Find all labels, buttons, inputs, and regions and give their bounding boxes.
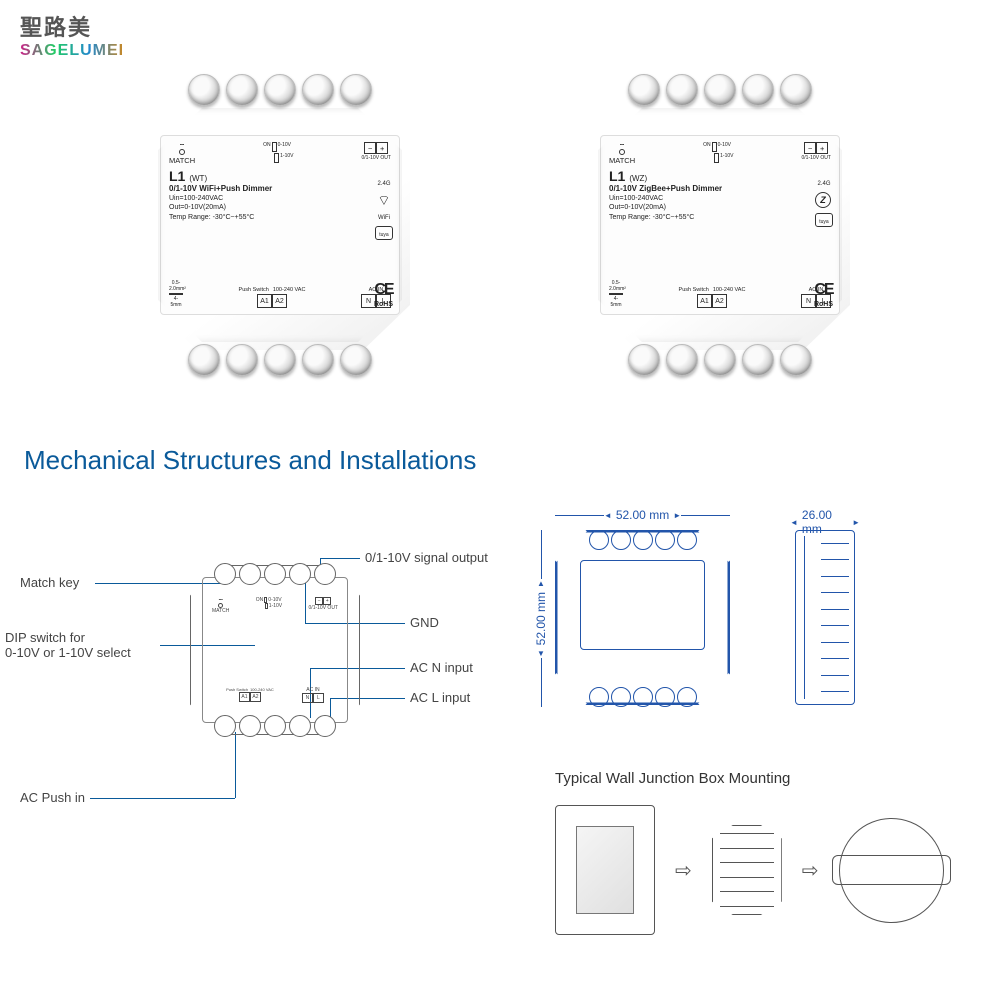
product-wt: ⎓ MATCH ON 0-10V 1-10V — [120, 80, 440, 370]
mounting-diagram: ⇨ ⇨ — [555, 805, 944, 935]
dim-height: 52.00 mm — [534, 588, 548, 649]
logo-en: SAGELUMEI — [20, 42, 124, 60]
junction-box-icon — [839, 818, 944, 923]
spec-temp: Temp Range: -30°C~+55°C — [169, 213, 391, 222]
label-panel: ⎓ MATCH ON 0-10V 1-10V — [160, 135, 400, 315]
label-panel: ⎓ MATCH ON0-10V 1-10V − + 0/1-10V OUT — [600, 135, 840, 315]
dip-on: ON — [263, 142, 271, 152]
out-plus: + — [376, 142, 388, 154]
mounting-title: Typical Wall Junction Box Mounting — [555, 770, 790, 787]
acin-label: AC IN — [369, 287, 384, 293]
terminal-l: L — [376, 294, 391, 308]
nl-terminals: N L — [361, 294, 391, 308]
tuya-icon: tuya — [375, 226, 393, 240]
dip-1-10v: 1-10V — [280, 153, 293, 163]
diagrams-section: Match key DIP switch for 0-10V or 1-10V … — [0, 475, 1000, 1000]
model-name: L1 — [609, 168, 625, 184]
wall-switch-icon — [555, 805, 655, 935]
ce-mark: CE — [374, 281, 392, 299]
rohs-mark: RoHS — [374, 301, 393, 308]
wireless-label: 2.4G — [375, 181, 393, 187]
brand-logo: 聖路美 SAGELUMEI — [20, 10, 124, 60]
terminal-a2: A2 — [272, 294, 287, 308]
wire-len: 4-5mm — [169, 296, 183, 308]
out-minus: − — [364, 142, 376, 154]
product-subtitle: 0/1-10V ZigBee+Push Dimmer — [609, 184, 831, 194]
device-body: ⎓ MATCH ON 0-10V 1-10V — [150, 100, 410, 350]
arrow-icon: ⇨ — [802, 858, 819, 883]
output-terminals-icon: − + — [804, 142, 828, 154]
match-label: MATCH — [169, 156, 195, 165]
dip-switch-icon: ON 0-10V 1-10V — [263, 142, 293, 163]
wifi-icon: ⌔ — [375, 192, 393, 210]
callout-gnd: GND — [410, 615, 439, 630]
output-terminals-icon: − + — [364, 142, 388, 154]
product-wz: ⎓ MATCH ON0-10V 1-10V − + 0/1-10V OUT — [560, 80, 880, 370]
product-subtitle: 0/1-10V WiFi+Push Dimmer — [169, 184, 391, 194]
wire-spec: 0.5-2.0mm² — [169, 280, 183, 292]
terminal-a1: A1 — [257, 294, 272, 308]
top-terminals — [188, 74, 372, 106]
wireframe-device: ⎓ MATCH ON0-10V 1-10V −+ 0/1-10V OUT Pus… — [190, 565, 360, 735]
model-variant: (WZ) — [629, 174, 647, 183]
device-side-icon — [712, 825, 782, 915]
match-button-icon: ⎓ MATCH — [609, 142, 635, 165]
terminal-n: N — [361, 294, 376, 308]
arrow-icon: ⇨ — [675, 858, 692, 883]
rohs-mark: RoHS — [814, 301, 833, 308]
product-row: ⎓ MATCH ON 0-10V 1-10V — [0, 80, 1000, 370]
zigbee-icon: Z — [815, 192, 831, 208]
front-view: ◄ 52.00 mm ► ▲ 52.00 mm ▼ — [555, 500, 730, 710]
model-name: L1 — [169, 168, 185, 184]
callout-diagram: Match key DIP switch for 0-10V or 1-10V … — [10, 510, 510, 830]
spec-uin: Uin=100-240VAC — [169, 194, 391, 203]
match-label: MATCH — [609, 156, 635, 165]
line — [320, 558, 360, 559]
callout-dip: DIP switch for 0-10V or 1-10V select — [5, 630, 131, 660]
section-title: Mechanical Structures and Installations — [24, 445, 476, 476]
callout-signal: 0/1-10V signal output — [365, 550, 488, 565]
dip-switch-icon: ON0-10V 1-10V — [703, 142, 733, 163]
a-terminals: A1 A2 — [257, 294, 287, 308]
model-variant: (WT) — [189, 174, 207, 183]
device-body: ⎓ MATCH ON0-10V 1-10V − + 0/1-10V OUT — [590, 100, 850, 350]
match-button-icon: ⎓ MATCH — [169, 142, 195, 165]
wireless-label: 2.4G — [815, 181, 833, 187]
spec-out: Out=0-10V(20mA) — [169, 203, 391, 212]
callout-acn: AC N input — [410, 660, 473, 675]
proto-label: WiFi — [375, 215, 393, 221]
line — [90, 798, 235, 799]
callout-push: AC Push in — [20, 790, 85, 805]
logo-cn: 聖路美 — [20, 10, 124, 42]
line — [235, 732, 236, 798]
bottom-terminals — [188, 344, 372, 376]
wire-spec-icon: 0.5-2.0mm² 4-5mm — [609, 280, 623, 308]
callout-match: Match key — [20, 575, 79, 590]
tuya-icon: tuya — [815, 213, 833, 227]
dip-0-10v: 0-10V — [278, 142, 291, 152]
dimension-diagram: ◄ 52.00 mm ► ▲ 52.00 mm ▼ ◄ 26.00 mm — [555, 500, 985, 710]
ce-mark: CE — [814, 281, 832, 299]
out-label: 0/1-10V OUT — [362, 155, 391, 161]
vac-label: 100-240 VAC — [273, 287, 306, 293]
side-view: ◄ 26.00 mm ► — [780, 500, 865, 710]
wire-spec-icon: 0.5-2.0mm² 4-5mm — [169, 280, 183, 308]
wire-label-panel: ⎓ MATCH ON0-10V 1-10V −+ 0/1-10V OUT Pus… — [208, 593, 342, 707]
push-label: Push Switch — [239, 287, 269, 293]
callout-acl: AC L input — [410, 690, 470, 705]
dim-width: 52.00 mm — [612, 508, 673, 522]
